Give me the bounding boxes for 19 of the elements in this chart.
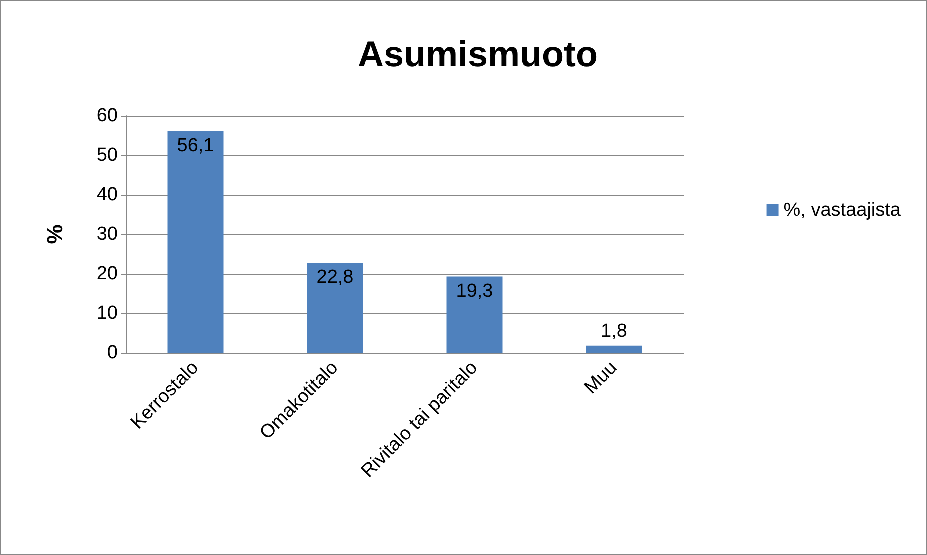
legend-label: %, vastaajista	[784, 200, 902, 221]
y-tick-label: 60	[96, 106, 118, 126]
y-tick-label: 30	[96, 224, 118, 245]
bar	[307, 262, 364, 353]
x-tick-label: Muu	[580, 358, 622, 399]
y-tick-label: 40	[96, 184, 118, 206]
data-label: 22,8	[316, 266, 354, 288]
bar	[168, 131, 224, 353]
bar	[586, 346, 642, 353]
y-tick-label: 10	[96, 303, 118, 324]
y-axis-title: %	[42, 224, 68, 244]
data-label: 19,3	[456, 280, 494, 302]
y-tick-label: 50	[96, 145, 118, 166]
y-tick-label: 20	[96, 264, 118, 284]
chart-title: Asumismuoto	[358, 34, 598, 74]
data-label: 1,8	[601, 320, 628, 342]
bar	[446, 276, 503, 353]
data-label: 56,1	[177, 135, 214, 156]
y-tick-label: 0	[107, 342, 118, 364]
